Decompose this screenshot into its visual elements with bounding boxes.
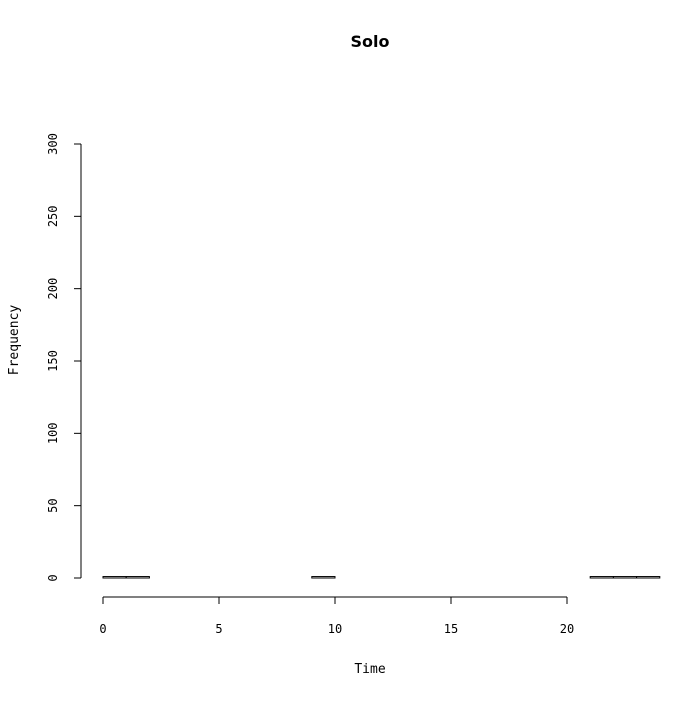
histogram-bar <box>612 576 638 579</box>
histogram-bar <box>636 576 661 579</box>
histogram-bar <box>589 576 614 579</box>
histogram-bar <box>125 576 150 579</box>
histogram-bar <box>102 576 127 579</box>
y-axis: 0 50 100 150 200 250 300 <box>46 133 82 582</box>
chart-title: Solo <box>351 32 390 51</box>
y-axis-title: Frequency <box>7 305 22 376</box>
y-tick-label: 300 <box>46 133 60 155</box>
bars-layer <box>102 576 661 579</box>
x-tick-label: 15 <box>444 622 458 636</box>
y-tick-label: 100 <box>46 422 60 444</box>
x-axis: 0 5 10 15 20 <box>99 596 574 636</box>
x-tick-label: 20 <box>560 622 574 636</box>
x-tick-label: 5 <box>215 622 222 636</box>
y-tick-label: 50 <box>46 498 60 512</box>
x-axis-title: Time <box>354 662 385 677</box>
y-tick-label: 0 <box>46 574 60 581</box>
x-tick-label: 10 <box>328 622 342 636</box>
y-tick-label: 200 <box>46 278 60 300</box>
histogram-bar <box>311 576 336 579</box>
x-tick-label: 0 <box>99 622 106 636</box>
y-tick-label: 150 <box>46 350 60 372</box>
y-tick-label: 250 <box>46 205 60 227</box>
